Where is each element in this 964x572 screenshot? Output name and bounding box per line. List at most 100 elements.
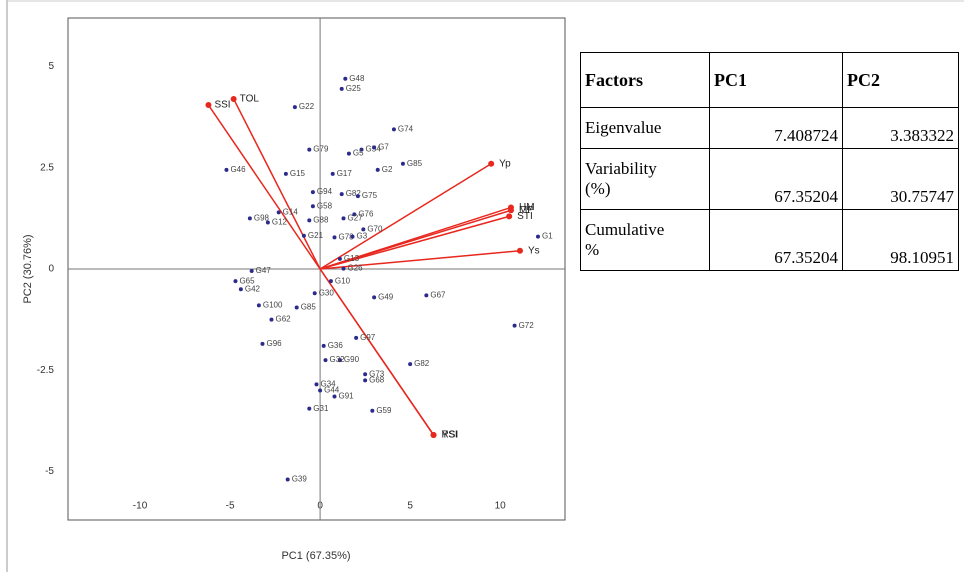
point-label: G59 xyxy=(376,406,392,415)
point xyxy=(354,335,359,340)
point xyxy=(359,147,364,152)
loading-vector xyxy=(319,268,435,436)
point-label: G75 xyxy=(362,191,378,200)
point-label: G22 xyxy=(299,102,315,111)
point xyxy=(292,105,297,110)
table-cell: 3.383322 xyxy=(842,107,959,149)
point-label: G82 xyxy=(346,189,362,198)
table-cell: 67.35204 xyxy=(709,148,843,210)
point xyxy=(355,194,360,199)
point-label: G14 xyxy=(283,207,299,216)
point-label: G25 xyxy=(346,84,362,93)
point-label: G65 xyxy=(239,276,255,285)
loading-label: Ys xyxy=(528,245,540,256)
loading-end xyxy=(430,431,437,438)
point xyxy=(346,151,351,156)
y-tick-label: -5 xyxy=(45,466,54,477)
loading-vector xyxy=(320,250,521,270)
point-label: G46 xyxy=(230,165,246,174)
header-cell: Factors xyxy=(580,52,710,108)
point-label: G32 xyxy=(330,355,346,364)
point-label: G47 xyxy=(256,266,272,275)
point xyxy=(307,218,312,223)
point xyxy=(372,295,377,300)
point xyxy=(339,86,344,91)
point-label: G74 xyxy=(398,124,414,133)
point-label: G49 xyxy=(378,292,394,301)
point xyxy=(265,220,270,225)
loading-vector xyxy=(319,209,512,270)
loading-vector xyxy=(319,215,510,270)
point-label: G13 xyxy=(344,254,360,263)
pc-table: Factors PC1 PC2 Eigenvalue 7.408724 3.3833… xyxy=(580,52,959,271)
point-label: G21 xyxy=(308,231,324,240)
loading-label: STI xyxy=(517,211,533,222)
loading-label: TOL xyxy=(240,94,260,105)
point xyxy=(337,256,342,261)
table-header: Factors PC1 PC2 xyxy=(580,52,959,108)
loading-label: MP xyxy=(519,205,534,216)
point-label: G36 xyxy=(328,341,344,350)
point xyxy=(312,291,317,296)
point xyxy=(310,204,315,209)
point-label: G88 xyxy=(313,216,329,225)
point-label: G39 xyxy=(292,475,308,484)
table-cell: Eigenvalue xyxy=(580,107,710,149)
point xyxy=(363,378,368,383)
x-tick-label: 5 xyxy=(407,501,413,512)
point-label: G67 xyxy=(430,290,446,299)
point xyxy=(301,233,306,238)
point xyxy=(294,305,299,310)
point-label: G1 xyxy=(542,232,553,241)
point xyxy=(307,406,312,411)
point-label: G94 xyxy=(317,187,333,196)
point-label: G12 xyxy=(272,218,288,227)
point xyxy=(337,358,342,363)
point xyxy=(512,323,517,328)
point-label: G78 xyxy=(339,233,355,242)
y-axis-label: PC2 (30.76%) xyxy=(22,234,34,303)
table-cell: Cumulative % xyxy=(580,209,710,271)
point xyxy=(343,76,348,81)
table-row: Cumulative % 67.35204 98.10951 xyxy=(580,209,959,271)
point-label: G2 xyxy=(382,165,393,174)
point xyxy=(408,362,413,367)
point-label: G34 xyxy=(321,379,337,388)
point-label: G17 xyxy=(337,169,353,178)
loading-end xyxy=(516,247,523,254)
loading-label: RSI xyxy=(442,430,459,441)
point xyxy=(318,388,323,393)
point xyxy=(314,382,319,387)
point xyxy=(391,127,396,132)
loading-label: SSI xyxy=(214,100,230,111)
point-label: G72 xyxy=(519,321,535,330)
point-label: G15 xyxy=(290,169,306,178)
point-label: G90 xyxy=(344,355,360,364)
table-cell: 98.10951 xyxy=(842,209,959,271)
point xyxy=(323,358,328,363)
point xyxy=(233,279,238,284)
point-label: G100 xyxy=(263,301,283,310)
point xyxy=(224,167,229,172)
y-tick-label: 0 xyxy=(48,264,54,275)
point-label: G5 xyxy=(353,149,364,158)
table-cell: 7.408724 xyxy=(709,107,843,149)
point-label: G30 xyxy=(319,288,335,297)
loading-end xyxy=(205,102,212,109)
point xyxy=(341,266,346,271)
point xyxy=(307,147,312,152)
table-row: Variability (%) 67.35204 30.75747 xyxy=(580,148,959,210)
point-label: G68 xyxy=(369,375,385,384)
point-label: G58 xyxy=(317,201,333,210)
x-tick-label: -5 xyxy=(226,501,235,512)
table-cell: 30.75747 xyxy=(842,148,959,210)
point xyxy=(269,317,274,322)
point xyxy=(283,171,288,176)
point-label: G76 xyxy=(358,209,374,218)
loading-end xyxy=(488,160,495,167)
point xyxy=(363,372,368,377)
point xyxy=(276,210,281,215)
x-axis-label: PC1 (67.35%) xyxy=(281,550,350,562)
point-label: G85 xyxy=(407,159,423,168)
